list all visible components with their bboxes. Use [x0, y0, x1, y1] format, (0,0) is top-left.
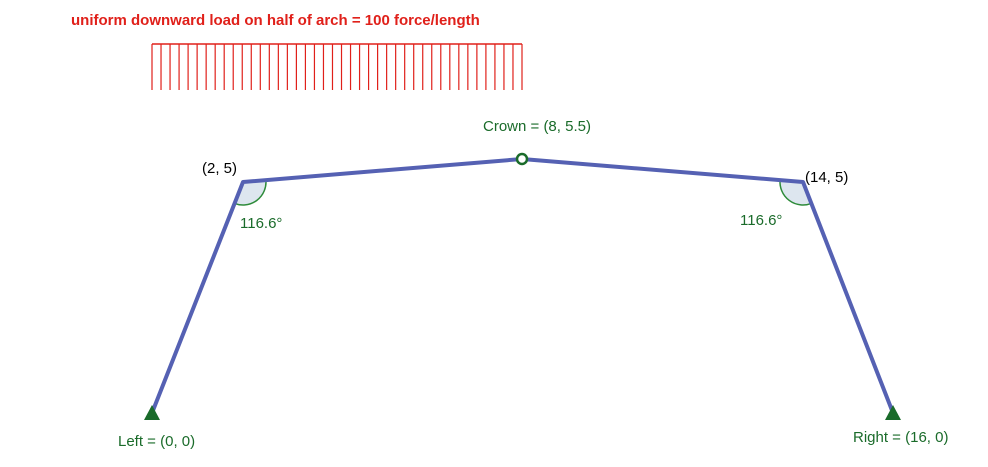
- crown-hinge: [515, 152, 529, 166]
- angle-label-right: 116.6°: [740, 212, 782, 229]
- distributed-load: [151, 43, 523, 90]
- angle-label-left: 116.6°: [240, 215, 282, 232]
- load-title: uniform downward load on half of arch = …: [71, 12, 480, 29]
- right-support-label: Right = (16, 0): [853, 429, 948, 446]
- point-label-left-knee: (2, 5): [202, 160, 237, 177]
- crown-label: Crown = (8, 5.5): [483, 118, 591, 135]
- left-support: [144, 405, 160, 420]
- left-support-label: Left = (0, 0): [118, 433, 195, 450]
- point-label-right-knee: (14, 5): [805, 169, 848, 186]
- arch-members: [150, 157, 895, 414]
- right-support: [885, 405, 901, 420]
